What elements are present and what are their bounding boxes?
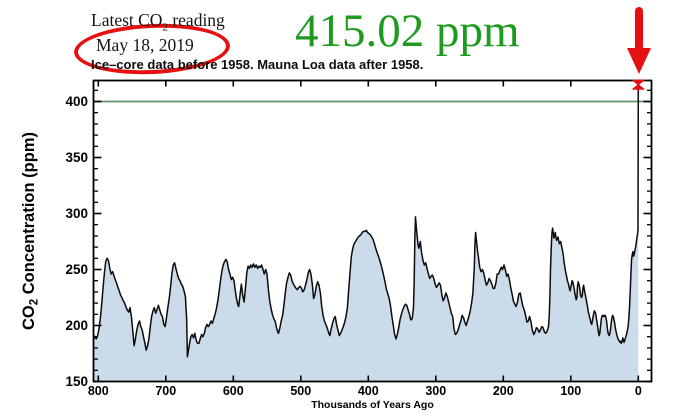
x-axis-title: Thousands of Years Ago — [311, 399, 434, 411]
y-tick-label: 150 — [65, 374, 88, 389]
x-tick-label: 700 — [155, 384, 176, 398]
y-axis-title: CO2 Concentration (ppm) — [20, 132, 41, 330]
co2-curve — [92, 83, 640, 358]
y-tick-label: 200 — [65, 318, 88, 333]
y-tick-label: 400 — [65, 94, 88, 109]
latest-reading-label-prefix: Latest CO — [91, 10, 163, 30]
x-tick-label: 200 — [493, 384, 514, 398]
x-tick-label: 100 — [560, 384, 581, 398]
chart-subtitle: Ice–core data before 1958. Mauna Loa dat… — [91, 57, 424, 72]
co2-reading-value: 415.02 ppm — [295, 5, 520, 57]
plot-border — [92, 79, 653, 383]
x-axis-ticks: 800 700 600 500 400 300 200 100 0 — [88, 80, 642, 398]
x-tick-label: 500 — [290, 384, 311, 398]
x-tick-label: 800 — [88, 384, 109, 398]
latest-reading-date: May 18, 2019 — [96, 35, 194, 55]
y-tick-label: 250 — [65, 262, 88, 277]
latest-reading-marker-icon — [632, 79, 645, 90]
x-tick-label: 300 — [425, 384, 446, 398]
x-tick-label: 600 — [223, 384, 244, 398]
y-axis-ticks: 150 200 250 300 350 400 — [65, 94, 652, 389]
down-arrow-icon — [627, 7, 651, 74]
co2-area-fill — [93, 84, 639, 382]
y-tick-label: 300 — [65, 206, 88, 221]
co2-subscript: 2 — [162, 21, 168, 34]
latest-reading-label-suffix: reading — [167, 10, 225, 30]
latest-reading-label: Latest CO2 reading — [91, 10, 225, 34]
x-tick-label: 400 — [358, 384, 379, 398]
y-axis-minor-ticks — [93, 89, 652, 371]
x-tick-label: 0 — [635, 384, 642, 398]
y-tick-label: 350 — [65, 150, 88, 165]
